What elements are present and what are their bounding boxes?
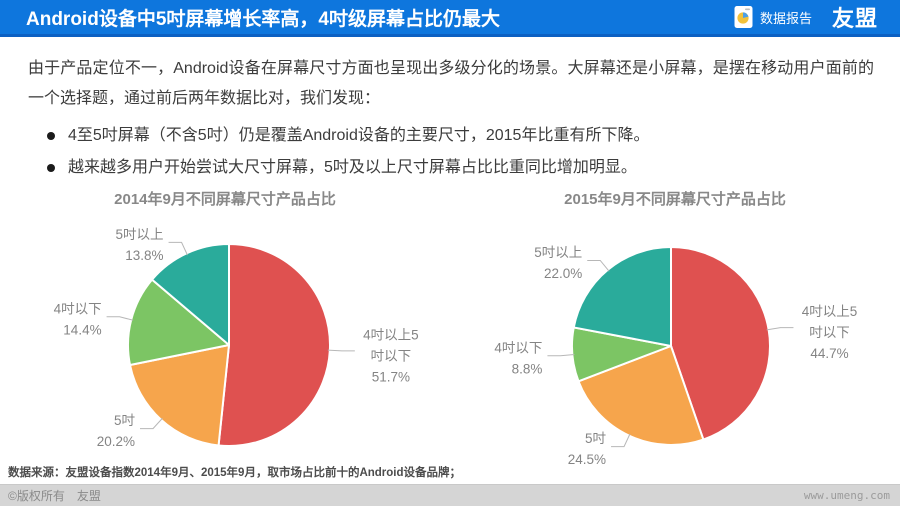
footer-bar: ©版权所有 友盟 www.umeng.com <box>0 484 900 506</box>
bullet-text: 越来越多用户开始尝试大尺寸屏幕，5吋及以上尺寸屏幕占比比重同比增加明显。 <box>68 159 637 176</box>
report-document-icon <box>734 6 753 28</box>
label-leader-line <box>327 349 355 352</box>
slice-label: 5吋 <box>585 431 607 446</box>
bullet-dot-icon <box>47 132 55 140</box>
pie-chart-2014: 4吋以上5 吋以下 51.7% 5吋 20.2% 4吋以下 14.4% 5吋以上 13.8% <box>54 227 419 449</box>
bullet-item: 4至5吋屏幕（不含5吋）仍是覆盖Android设备的主要尺寸，2015年比重有所… <box>28 120 874 152</box>
header-right-group: 数据报告 友盟 <box>734 1 878 33</box>
slice-percent: 24.5% <box>568 452 606 467</box>
slice-label: 4吋以上5 <box>363 327 419 342</box>
data-source-note: 数据来源：友盟设备指数2014年9月、2015年9月，取市场占比前十的Andro… <box>8 467 462 479</box>
slice-label: 5吋以上 <box>116 227 164 242</box>
chart-2014: 2014年9月不同屏幕尺寸产品占比 4吋以上5 吋以下 51.7% 5吋 20.2% 4吋… <box>0 186 450 482</box>
page-title: Android设备中5吋屏幕增长率高，4吋级屏幕占比仍最大 <box>26 8 500 30</box>
slice-percent: 13.8% <box>125 248 163 263</box>
label-leader-line <box>140 417 163 430</box>
label-leader-line <box>766 327 794 331</box>
intro-paragraph: 由于产品定位不一，Android设备在屏幕尺寸方面也呈现出多级分化的场景。大屏幕… <box>28 60 874 107</box>
slice-label: 4吋以上5 <box>802 304 858 319</box>
pie-slice-5吋以上 <box>572 246 672 347</box>
chart-title-2015: 2015年9月不同屏幕尺寸产品占比 <box>564 191 786 208</box>
slice-label: 4吋以下 <box>494 340 542 355</box>
label-leader-line <box>168 241 188 256</box>
report-label: 数据报告 <box>759 10 812 26</box>
bullet-list: 4至5吋屏幕（不含5吋）仍是覆盖Android设备的主要尺寸，2015年比重有所… <box>28 120 874 184</box>
label-leader-line <box>547 354 575 357</box>
umeng-logo: 友盟 <box>831 6 878 31</box>
bullet-item: 越来越多用户开始尝试大尺寸屏幕，5吋及以上尺寸屏幕占比比重同比增加明显。 <box>28 152 874 184</box>
pie-slice-4吋以上5吋以下 <box>217 243 331 447</box>
chart-title-2014: 2014年9月不同屏幕尺寸产品占比 <box>114 191 336 208</box>
slice-label: 4吋以下 <box>54 301 102 316</box>
pie-chart-2015: 4吋以上5 吋以下 44.7% 5吋 24.5% 4吋以下 8.8% 5吋以上 22.0% <box>494 245 858 467</box>
header-bar: Android设备中5吋屏幕增长率高，4吋级屏幕占比仍最大 数据报告 友盟 <box>0 0 900 37</box>
slice-label: 吋以下 <box>371 348 412 363</box>
content-area: 由于产品定位不一，Android设备在屏幕尺寸方面也呈现出多级分化的场景。大屏幕… <box>28 54 874 184</box>
slice-percent: 44.7% <box>810 346 848 361</box>
bullet-dot-icon <box>47 164 55 172</box>
label-leader-line <box>587 259 610 272</box>
slice-label: 5吋以上 <box>534 245 582 260</box>
slice-percent: 20.2% <box>97 434 135 449</box>
copyright-text: ©版权所有 友盟 <box>8 489 101 503</box>
label-leader-line <box>106 316 134 321</box>
slice-percent: 8.8% <box>512 361 543 376</box>
bullet-text: 4至5吋屏幕（不含5吋）仍是覆盖Android设备的主要尺寸，2015年比重有所… <box>68 127 650 144</box>
label-leader-line <box>611 433 631 448</box>
slice-label: 5吋 <box>114 413 136 428</box>
slice-percent: 14.4% <box>63 322 101 337</box>
slice-percent: 22.0% <box>544 266 582 281</box>
data-report-badge: 数据报告 <box>734 5 812 29</box>
charts-row: 2014年9月不同屏幕尺寸产品占比 4吋以上5 吋以下 51.7% 5吋 20.2% 4吋… <box>0 186 900 482</box>
website-url: www.umeng.com <box>803 489 890 502</box>
chart-2015: 2015年9月不同屏幕尺寸产品占比 4吋以上5 吋以下 44.7% 5吋 24.5% 4吋… <box>450 186 900 482</box>
slice-percent: 51.7% <box>372 369 410 384</box>
slice-label: 吋以下 <box>809 325 850 340</box>
